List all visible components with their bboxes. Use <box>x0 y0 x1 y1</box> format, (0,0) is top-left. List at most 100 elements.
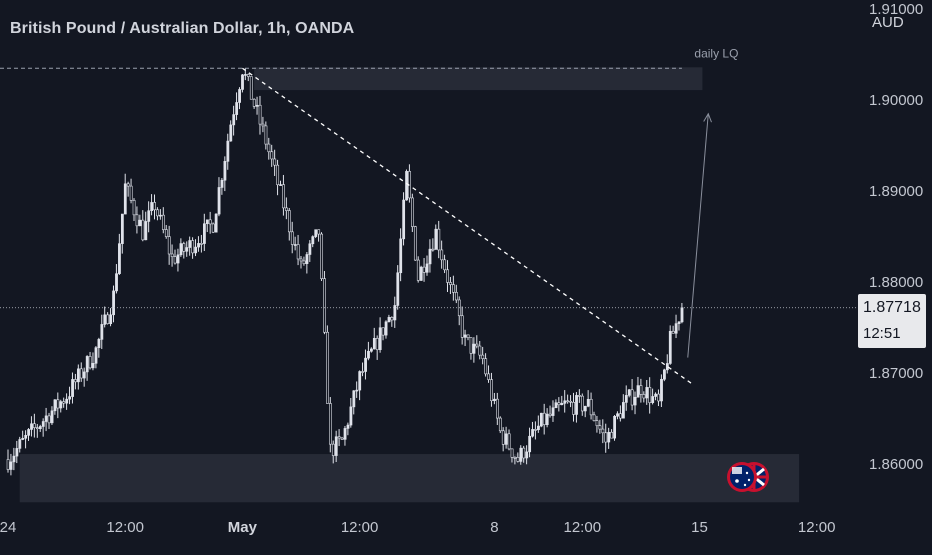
candle <box>223 156 227 192</box>
chart-title: British Pound / Australian Dollar, 1h, O… <box>10 20 355 37</box>
candle <box>419 265 423 282</box>
candle <box>65 393 69 410</box>
candle <box>56 392 60 419</box>
candle <box>159 209 162 220</box>
demand-zone <box>19 454 800 503</box>
candle <box>372 327 376 350</box>
candle <box>214 213 218 233</box>
candle <box>645 379 649 405</box>
candle <box>384 320 388 339</box>
candle <box>507 429 511 451</box>
candle <box>557 397 561 412</box>
candle <box>352 390 356 415</box>
candle <box>270 144 274 167</box>
candle <box>15 440 19 464</box>
candle <box>390 316 394 327</box>
candle <box>654 392 658 401</box>
candle <box>469 337 473 360</box>
candle <box>663 368 666 382</box>
candle <box>542 403 546 435</box>
candle <box>361 362 365 377</box>
candle <box>378 317 382 353</box>
candle <box>91 352 95 371</box>
candle <box>167 225 171 265</box>
candle <box>375 335 379 360</box>
x-tick-label: 12:00 <box>106 519 144 536</box>
candle <box>194 239 198 257</box>
y-tick-label: 1.87000 <box>869 365 923 382</box>
candle <box>21 430 25 441</box>
candle <box>525 445 529 465</box>
candle <box>355 381 359 398</box>
candle <box>411 193 414 232</box>
candle <box>627 388 631 398</box>
candle <box>595 415 599 433</box>
candle <box>135 206 139 234</box>
candle <box>331 440 335 464</box>
gbp-aud-flags-icon[interactable] <box>727 462 769 492</box>
candle <box>677 321 681 331</box>
candle <box>261 116 265 133</box>
drawings-layer <box>0 67 858 386</box>
candle <box>405 169 408 201</box>
candle <box>326 325 329 404</box>
x-tick-label: 12:00 <box>798 519 836 536</box>
candle <box>12 447 16 471</box>
candle <box>249 76 253 100</box>
candle <box>657 389 660 407</box>
candle <box>660 374 663 407</box>
candle <box>103 306 107 328</box>
x-tick-label: 8 <box>490 519 498 536</box>
descending-trendline <box>242 67 694 386</box>
candle <box>381 327 385 341</box>
candle <box>370 347 373 353</box>
candle <box>153 194 157 220</box>
candle <box>68 386 72 405</box>
candle <box>493 392 496 405</box>
candle <box>182 241 186 259</box>
candle <box>59 399 63 413</box>
candle <box>531 421 534 438</box>
candle <box>490 372 493 407</box>
candle <box>241 73 244 93</box>
x-tick-label: 15 <box>691 519 708 536</box>
candle <box>314 229 318 239</box>
candle <box>100 314 104 350</box>
candle <box>115 264 118 294</box>
candle <box>583 405 587 418</box>
candle <box>282 174 285 216</box>
candle <box>592 411 596 422</box>
candle <box>575 392 578 423</box>
candle <box>120 213 124 254</box>
candle <box>399 228 403 282</box>
y-tick-label: 1.86000 <box>869 456 923 473</box>
candle <box>516 452 520 463</box>
candle <box>97 337 101 358</box>
candle <box>211 222 215 234</box>
candle <box>548 405 552 418</box>
candle <box>9 453 13 476</box>
candle <box>580 393 584 416</box>
candle <box>296 234 300 266</box>
candle <box>668 325 672 365</box>
candle <box>601 419 605 444</box>
candle <box>619 405 622 422</box>
candle <box>156 207 159 221</box>
candle <box>176 248 180 272</box>
candle <box>308 240 312 262</box>
candle <box>367 341 370 361</box>
candle <box>475 335 479 349</box>
y-tick-label: 1.88000 <box>869 274 923 291</box>
candle <box>285 197 288 220</box>
candle <box>651 388 655 405</box>
candle <box>569 395 573 408</box>
candle <box>413 225 417 261</box>
candle <box>422 258 426 282</box>
candle <box>35 423 39 438</box>
projection-arrow-head <box>703 112 712 123</box>
candle <box>179 238 183 257</box>
candle <box>431 238 435 252</box>
candle <box>112 285 115 323</box>
